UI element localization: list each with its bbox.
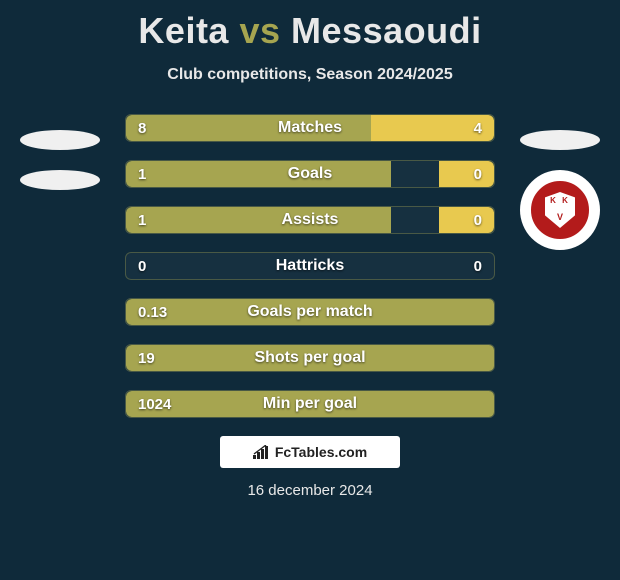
date-text: 16 december 2024	[0, 482, 620, 499]
bar-label: Hattricks	[126, 253, 494, 279]
club-generic-icon	[520, 130, 600, 150]
watermark-text: FcTables.com	[275, 444, 367, 460]
club-badge-left-2	[20, 170, 100, 190]
bar-label: Matches	[126, 115, 494, 141]
club-badge-right-1	[520, 100, 600, 180]
bar-row: 00Hattricks	[125, 252, 495, 280]
title-player2: Messaoudi	[291, 10, 482, 51]
watermark: FcTables.com	[220, 436, 400, 468]
fctables-logo-icon	[253, 445, 271, 459]
title-player1: Keita	[138, 10, 229, 51]
bar-row: 10Assists	[125, 206, 495, 234]
kvk-shield-icon	[545, 192, 575, 228]
club-badge-left-1	[20, 100, 100, 180]
page-title: Keita vs Messaoudi	[0, 0, 620, 52]
bar-label: Goals per match	[126, 299, 494, 325]
title-vs: vs	[239, 10, 280, 51]
subtitle: Club competitions, Season 2024/2025	[0, 66, 620, 84]
kvk-inner-circle	[528, 178, 592, 242]
bar-label: Shots per goal	[126, 345, 494, 371]
comparison-bars: 84Matches 10Goals 10Assists 00Hattricks 0.13…	[125, 114, 495, 418]
bar-row: 10Goals	[125, 160, 495, 188]
bar-label: Assists	[126, 207, 494, 233]
bar-row: 0.13Goals per match	[125, 298, 495, 326]
bar-row: 1024Min per goal	[125, 390, 495, 418]
bar-label: Min per goal	[126, 391, 494, 417]
bar-label: Goals	[126, 161, 494, 187]
club-generic-icon	[20, 130, 100, 150]
club-badge-right-2-kvk	[520, 170, 600, 250]
bar-row: 84Matches	[125, 114, 495, 142]
bar-row: 19Shots per goal	[125, 344, 495, 372]
